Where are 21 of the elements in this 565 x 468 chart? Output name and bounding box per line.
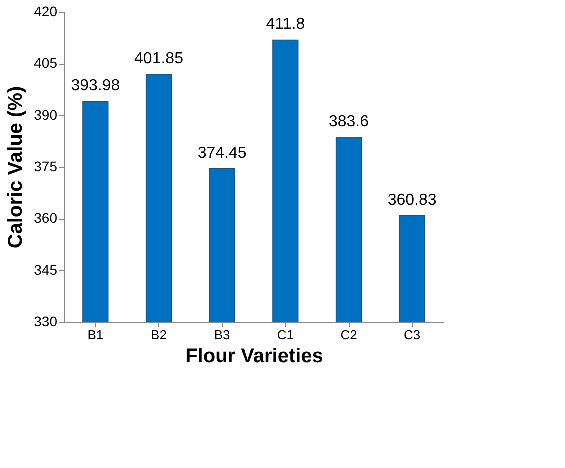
y-tick-label: 345 — [34, 262, 58, 278]
y-tick-label: 390 — [34, 106, 58, 123]
data-label: 411.8 — [266, 16, 306, 34]
data-label: 383.6 — [328, 113, 370, 130]
y-tick-label: 330 — [34, 314, 58, 330]
x-axis-title: Flour Varieties — [186, 346, 324, 368]
y-tick-label: 360 — [34, 210, 58, 226]
data-label: 360.83 — [388, 192, 437, 209]
x-tick-label: C2 — [340, 328, 358, 342]
data-label: 401.85 — [134, 50, 184, 68]
y-tick-label: 405 — [34, 55, 58, 72]
data-label: 393.98 — [71, 78, 120, 95]
x-tick-label: B1 — [88, 328, 104, 342]
y-tick-label: 375 — [34, 158, 58, 174]
y-axis-title: Caloric Value (%) — [5, 86, 28, 249]
x-tick-label: C1 — [277, 328, 294, 342]
data-label: 374.45 — [198, 144, 247, 162]
x-tick-label: B2 — [151, 328, 167, 342]
x-tick-label: C3 — [404, 328, 421, 342]
x-tick-label: B3 — [214, 328, 230, 342]
y-tick-label: 420 — [34, 4, 58, 20]
